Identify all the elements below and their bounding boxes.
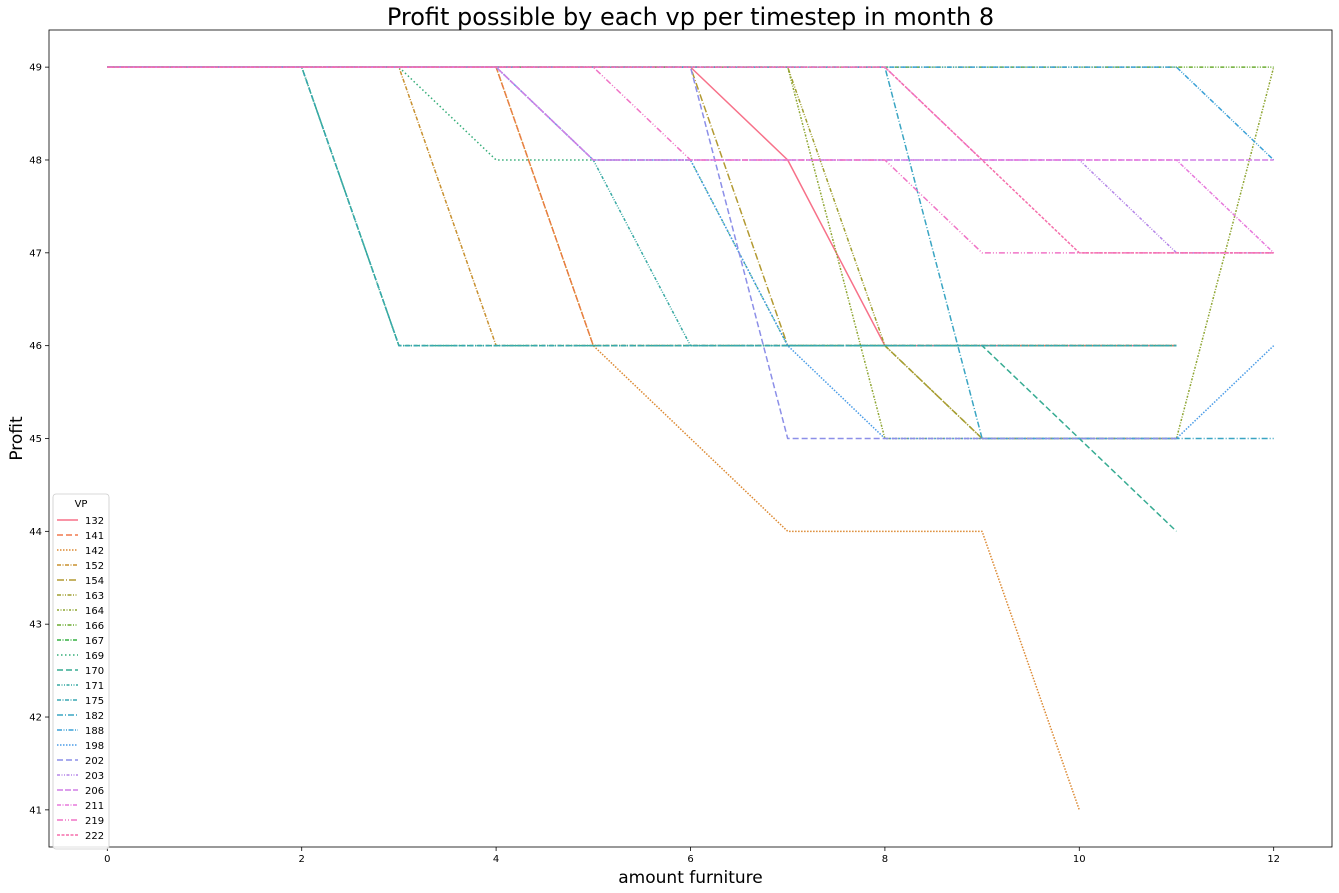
series-line-188 <box>107 66 1275 161</box>
y-tick-label: 48 <box>29 155 42 166</box>
legend-label-198: 198 <box>85 741 104 752</box>
y-tick-label: 43 <box>29 620 42 631</box>
x-tick-label: 0 <box>104 854 110 865</box>
series-line-170 <box>107 66 1177 532</box>
y-tick-label: 47 <box>29 248 42 259</box>
series-layer <box>107 66 1275 811</box>
x-tick-label: 10 <box>1073 854 1086 865</box>
series-line-132 <box>107 66 1177 347</box>
legend-label-142: 142 <box>85 546 104 557</box>
series-line-222 <box>107 66 1274 254</box>
legend-label-171: 171 <box>85 681 104 692</box>
legend-label-222: 222 <box>85 831 104 842</box>
y-tick-label: 44 <box>29 527 42 538</box>
y-tick-label: 42 <box>29 713 42 724</box>
series-line-169 <box>107 66 1177 347</box>
y-axis-label: Profit <box>7 416 27 461</box>
y-tick-label: 41 <box>29 805 42 816</box>
legend-label-141: 141 <box>85 531 104 542</box>
x-tick-label: 4 <box>493 854 499 865</box>
x-tick-label: 6 <box>687 854 693 865</box>
legend-label-211: 211 <box>85 801 104 812</box>
series-line-198 <box>107 66 1275 440</box>
legend-label-188: 188 <box>85 726 104 737</box>
y-tick-label: 45 <box>29 434 42 445</box>
legend: VP 1321411421521541631641661671691701711… <box>52 493 110 850</box>
y-tick-label: 46 <box>29 341 42 352</box>
legend-label-170: 170 <box>85 666 104 677</box>
legend-label-154: 154 <box>85 576 104 587</box>
series-line-152 <box>107 66 1177 347</box>
legend-title: VP <box>75 499 88 510</box>
series-line-219 <box>107 66 1274 254</box>
x-tick-label: 12 <box>1267 854 1280 865</box>
x-tick-label: 8 <box>882 854 888 865</box>
y-axis-ticks: 41 42 43 44 45 46 47 48 49 <box>29 63 49 816</box>
series-line-206 <box>107 66 1274 161</box>
legend-label-203: 203 <box>85 771 104 782</box>
x-tick-label: 2 <box>299 854 305 865</box>
series-line-141 <box>107 66 1177 347</box>
legend-label-167: 167 <box>85 636 104 647</box>
x-axis-ticks: 0 2 4 6 8 10 12 <box>104 847 1280 865</box>
series-line-167 <box>107 66 1177 347</box>
series-line-202 <box>107 66 1177 440</box>
x-axis-label: amount furniture <box>618 868 762 888</box>
series-line-175 <box>107 66 1177 347</box>
legend-items: 132 141 142 152 154 163 164 166 167 169 170 171 175 1… <box>57 516 104 842</box>
legend-label-164: 164 <box>85 606 104 617</box>
legend-label-152: 152 <box>85 561 104 572</box>
legend-label-219: 219 <box>85 816 104 827</box>
y-tick-label: 49 <box>29 63 42 74</box>
legend-label-169: 169 <box>85 651 104 662</box>
legend-label-132: 132 <box>85 516 104 527</box>
legend-label-163: 163 <box>85 591 104 602</box>
chart-title: Profit possible by each vp per timestep … <box>387 3 994 31</box>
legend-label-166: 166 <box>85 621 104 632</box>
legend-label-206: 206 <box>85 786 104 797</box>
legend-label-182: 182 <box>85 711 104 722</box>
legend-label-202: 202 <box>85 756 104 767</box>
series-line-171 <box>107 66 1177 347</box>
legend-label-175: 175 <box>85 696 104 707</box>
